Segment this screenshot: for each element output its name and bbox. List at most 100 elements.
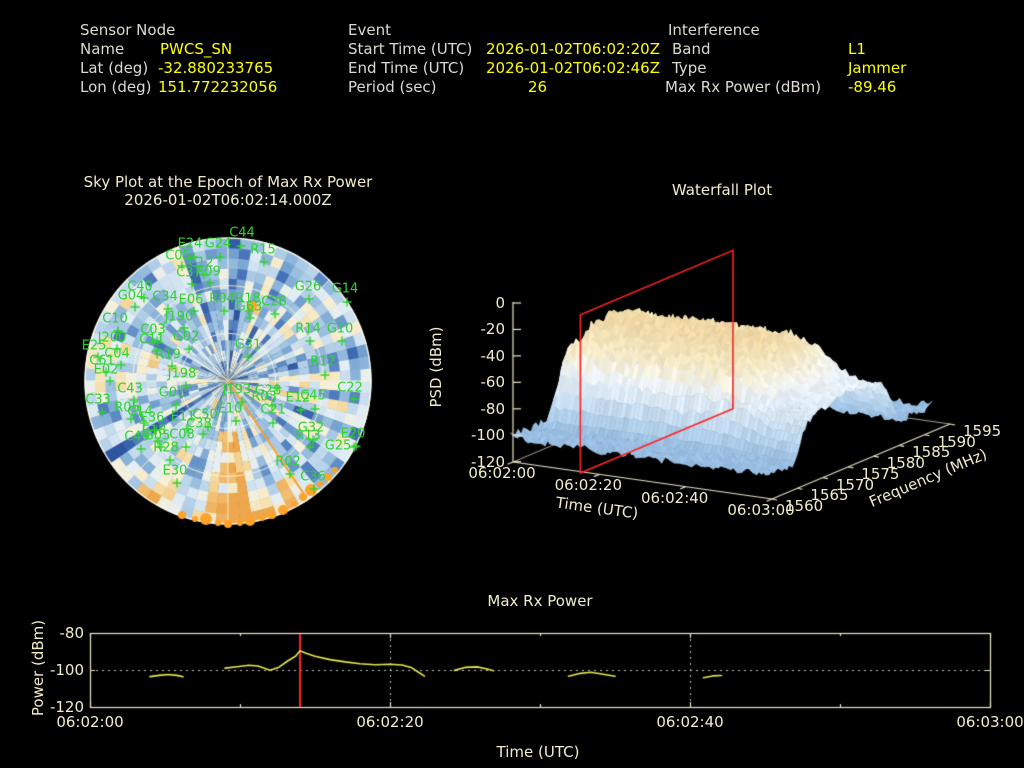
waterfall-freq-tick-label: 1565 (810, 486, 849, 505)
waterfall-title: Waterfall Plot (671, 181, 773, 199)
satellite-label: C21 (260, 402, 286, 418)
satellite-label: R05 (114, 400, 140, 416)
satellite-label: G14 (331, 281, 359, 297)
satellite-label: E11 (170, 409, 196, 425)
power-x-tick-label: 06:03:00 (956, 713, 1024, 731)
waterfall-psd-tick-label: -120 (470, 452, 505, 471)
sky-plot-epoch: 2026-01-02T06:02:14.000Z (124, 191, 332, 209)
sky-plot-title: Sky Plot at the Epoch of Max Rx Power (83, 173, 373, 191)
sensor-lat-label: Lat (deg) (80, 59, 149, 77)
satellite-label: E12 (285, 390, 311, 406)
satellite-label: R17 (310, 354, 336, 370)
satellite-label: C44 (229, 225, 255, 241)
satellite-label: C26 (261, 294, 287, 310)
satellite-label: R04 (209, 291, 235, 307)
interference-power-value: -89.46 (848, 78, 897, 96)
satellite-label: E20 (340, 426, 366, 442)
waterfall-freq-tick-label: 1590 (937, 432, 976, 451)
satellite-label: R03 (251, 389, 277, 405)
interference-type-value: Jammer (848, 59, 907, 77)
satellite-label: G28 (254, 383, 282, 399)
satellite-label: R13 (295, 428, 321, 444)
satellite-label: G04 (117, 288, 145, 304)
power-x-tick-label: 06:02:00 (56, 713, 124, 731)
satellite-label: C45 (300, 388, 326, 404)
satellite-label: C33 (85, 392, 111, 408)
satellite-label: C22 (337, 380, 363, 396)
sensor-lon-value: 151.772232056 (158, 78, 278, 96)
satellite-label: E24 (177, 236, 203, 252)
satellite-label: C36 (300, 469, 326, 485)
satellite-label: J200 (97, 330, 127, 346)
satellite-label: C12 (188, 255, 214, 271)
waterfall-freq-tick-label: 1595 (963, 422, 1002, 440)
satellite-label: G10 (326, 321, 354, 337)
satellite-label: G24 (204, 236, 232, 252)
satellite-label: G01 (158, 385, 186, 401)
waterfall-time-tick-label: 06:02:40 (640, 488, 709, 507)
satellite-label: C05 (165, 248, 191, 264)
sensor-name-label: Name (80, 40, 125, 58)
power-y-tick-label: -100 (49, 661, 84, 679)
satellite-label: J190 (164, 309, 194, 325)
satellite-label: E36 (139, 410, 165, 426)
power-x-tick-label: 06:02:20 (356, 713, 424, 731)
waterfall-freq-tick-label: 1560 (785, 497, 824, 515)
interference-title: Interference (668, 21, 760, 39)
satellite-label: G05 (143, 428, 171, 444)
satellite-label: C50 (192, 407, 218, 423)
satellite-label: G31 (234, 337, 262, 353)
satellite-label: C03 (140, 322, 166, 338)
satellite-label: C43 (117, 381, 143, 397)
satellite-label: R18 (235, 291, 261, 307)
satellite-label: C49 (124, 429, 150, 445)
waterfall-psd-tick-label: -100 (470, 426, 505, 445)
satellite-label: J193 (222, 382, 252, 398)
waterfall-freq-tick-label: 1580 (886, 454, 925, 473)
satellite-label: E06 (178, 292, 204, 308)
waterfall-time-tick-label: 06:02:20 (554, 476, 623, 495)
satellite-label: E25 (81, 338, 107, 354)
satellite-label: C08 (169, 427, 195, 443)
waterfall-psd-tick-label: -20 (480, 320, 506, 339)
satellite-label: E18 (141, 423, 167, 439)
waterfall-psd-axis-label: PSD (dBm) (427, 326, 445, 408)
sensor-lat-value: -32.880233765 (158, 59, 274, 77)
sensor-lon-label: Lon (deg) (80, 78, 152, 96)
power-y-axis-label: Power (dBm) (29, 619, 47, 717)
satellite-label: G32 (297, 420, 325, 436)
interference-band-value: L1 (848, 40, 866, 58)
satellite-label: G02 (172, 329, 200, 345)
event-end-value: 2026-01-02T06:02:46Z (486, 59, 660, 77)
satellite-label: G25 (324, 438, 352, 454)
satellite-label: E02 (93, 362, 119, 378)
satellite-label: C38 (186, 416, 212, 432)
waterfall-psd-tick-label: 0 (495, 294, 505, 312)
satellite-label: C40 (127, 279, 153, 295)
satellite-label: R09 (195, 264, 221, 280)
power-plot-title: Max Rx Power (487, 592, 593, 610)
satellite-label: G26 (294, 279, 322, 295)
satellite-label: C10 (102, 311, 128, 327)
event-start-value: 2026-01-02T06:02:20Z (486, 40, 660, 58)
waterfall-time-tick-label: 06:03:00 (727, 501, 795, 519)
satellite-label: G63 (235, 299, 263, 315)
waterfall-freq-tick-label: 1585 (912, 443, 951, 462)
waterfall-psd-tick-label: -60 (480, 373, 506, 392)
satellite-label: C37 (176, 265, 202, 281)
sensor-name-value: PWCS_SN (160, 40, 233, 58)
satellite-label: R15 (250, 242, 276, 258)
power-y-tick-label: -120 (49, 698, 84, 716)
satellite-label: R28 (153, 440, 179, 456)
interference-band-label: Band (672, 40, 711, 58)
satellite-label: E30 (162, 463, 188, 479)
interference-power-label: Max Rx Power (dBm) (665, 78, 822, 96)
event-period-label: Period (sec) (348, 78, 437, 96)
satellite-label: R14 (295, 321, 321, 337)
power-x-axis-label: Time (UTC) (496, 743, 580, 761)
waterfall-psd-tick-label: -80 (480, 399, 506, 418)
satellite-label: C04 (104, 346, 130, 362)
event-end-label: End Time (UTC) (348, 59, 465, 77)
